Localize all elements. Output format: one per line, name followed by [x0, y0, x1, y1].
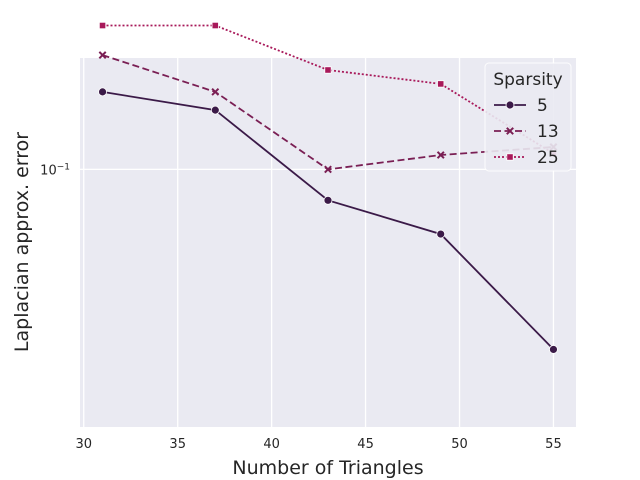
data-point: [549, 345, 558, 354]
x-tick-label: 40: [263, 437, 280, 452]
x-tick-label: 45: [357, 437, 374, 452]
x-axis-label: Number of Triangles: [232, 457, 423, 479]
legend-label: 5: [537, 96, 548, 116]
data-point: [211, 21, 219, 30]
data-point: [98, 51, 107, 59]
data-point: [210, 105, 220, 115]
data-point: [98, 87, 107, 97]
x-tick-label: 30: [75, 437, 92, 452]
data-point: [98, 21, 107, 30]
legend-entry-25: 25: [494, 148, 559, 168]
legend: Sparsity 5 13 25: [484, 62, 572, 172]
legend-label: 25: [537, 148, 559, 168]
data-point: [324, 165, 332, 174]
series-layer: [98, 21, 558, 354]
legend-label: 13: [537, 122, 559, 142]
x-tick-label: 55: [545, 437, 562, 452]
y-tick-exponent: −1: [57, 162, 70, 172]
legend-marker: [505, 100, 515, 110]
x-ticks: 30 35 40 45 50 55: [75, 437, 561, 452]
y-axis-label: Laplacian approx. error: [11, 132, 33, 352]
data-point: [324, 66, 332, 74]
data-point: [211, 87, 220, 96]
legend-marker: [506, 127, 514, 135]
x-tick-label: 50: [451, 437, 468, 452]
data-point: [437, 80, 445, 88]
y-tick-label: 10−1: [40, 162, 70, 178]
x-tick-label: 35: [169, 437, 186, 452]
legend-entry-13: 13: [494, 122, 559, 142]
series-5: [98, 87, 558, 354]
data-point: [436, 151, 445, 159]
y-ticks: 10−1: [40, 162, 70, 178]
data-point: [436, 229, 446, 239]
legend-marker: [506, 153, 514, 161]
legend-box: [484, 62, 572, 172]
y-tick-base: 10: [40, 163, 57, 178]
legend-title: Sparsity: [493, 70, 562, 90]
legend-entry-5: 5: [494, 96, 548, 116]
data-point: [323, 195, 333, 205]
